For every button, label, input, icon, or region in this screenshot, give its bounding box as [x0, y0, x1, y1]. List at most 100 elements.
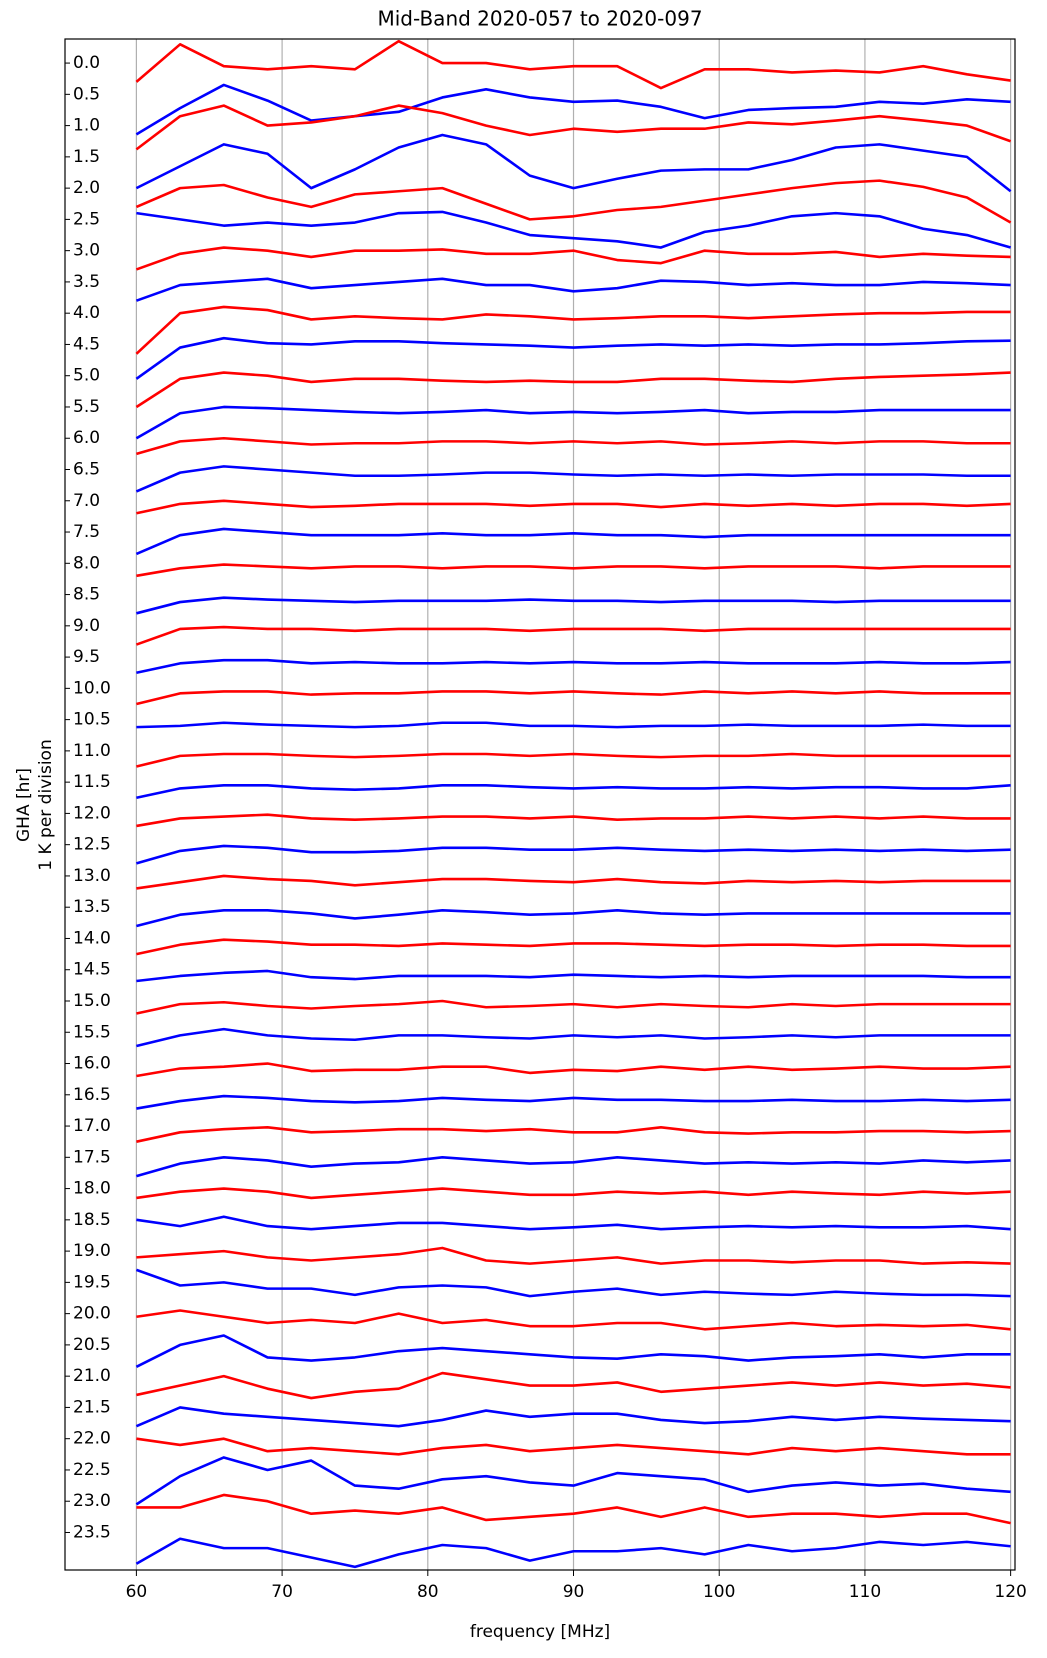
series-line — [136, 1437, 1011, 1456]
y-tick-label: 13.5 — [73, 897, 111, 917]
series-line — [136, 721, 1011, 729]
series-line — [136, 813, 1011, 828]
y-tick-label: 5.0 — [73, 366, 100, 386]
y-tick-label: 8.5 — [73, 585, 100, 605]
x-tick-label: 110 — [849, 1582, 881, 1602]
y-tick-label: 23.0 — [73, 1491, 111, 1511]
y-tick-label: 23.5 — [73, 1522, 111, 1542]
series-line — [135, 336, 1011, 380]
series-line — [136, 1094, 1011, 1110]
y-tick-label: 8.0 — [73, 553, 100, 573]
series-line — [135, 1456, 1011, 1506]
series-line — [136, 1156, 1011, 1178]
y-tick-label: 7.5 — [73, 522, 100, 542]
y-tick-label: 3.5 — [73, 272, 100, 292]
series-line — [136, 874, 1011, 890]
series-line — [135, 104, 1012, 151]
series-line — [136, 596, 1011, 615]
y-tick-label: 22.0 — [73, 1429, 111, 1449]
y-tick-label: 4.0 — [73, 303, 100, 323]
y-tick-label: 11.0 — [73, 741, 111, 761]
series-line — [135, 405, 1011, 440]
y-tick-label: 20.5 — [73, 1335, 111, 1355]
x-tick-label: 80 — [417, 1582, 439, 1602]
series-line — [135, 305, 1011, 355]
y-tick-label: 2.0 — [73, 178, 100, 198]
y-tick-label: 2.5 — [73, 209, 100, 229]
grid — [135, 39, 1012, 1570]
series-line — [135, 465, 1011, 493]
series-line — [136, 210, 1011, 249]
y-tick-label: 19.5 — [73, 1272, 111, 1292]
y-tick-label: 18.0 — [73, 1179, 111, 1199]
y-tick-label: 14.0 — [73, 928, 111, 948]
series-line — [135, 133, 1012, 193]
x-axis-label: frequency [MHz] — [470, 1622, 610, 1642]
series-line — [136, 1027, 1011, 1048]
y-tick-label: 1.0 — [73, 116, 100, 136]
series-line — [135, 1334, 1011, 1368]
series-line — [136, 1493, 1011, 1525]
y-tick-label: 4.5 — [73, 334, 100, 354]
series-line — [136, 1371, 1011, 1400]
series-line — [135, 1537, 1011, 1569]
series-line — [135, 83, 1011, 136]
series-line — [136, 1246, 1011, 1265]
y-tick-label: 17.5 — [73, 1147, 111, 1167]
series-line — [136, 969, 1011, 983]
y-tick-label: 12.5 — [73, 835, 111, 855]
y-tick-label: 12.0 — [73, 803, 111, 823]
series-line — [136, 658, 1011, 674]
series-line — [136, 999, 1011, 1015]
series-line — [135, 625, 1011, 646]
series-line — [135, 527, 1011, 556]
series-line — [136, 938, 1011, 956]
series-line — [136, 909, 1011, 928]
series-line — [136, 690, 1011, 706]
series-line — [135, 179, 1012, 224]
y-tick-label: 21.0 — [73, 1366, 111, 1386]
y-tick-label: 7.0 — [73, 491, 100, 511]
x-tick-label: 100 — [703, 1582, 735, 1602]
y-tick-label: 9.5 — [73, 647, 100, 667]
y-tick-label: 3.0 — [73, 241, 100, 261]
y-axis-label: 1 K per division — [36, 739, 56, 870]
series-line — [135, 277, 1011, 302]
series-line — [136, 1309, 1011, 1331]
y-tick-label: 9.0 — [73, 616, 100, 636]
y-tick-label: 10.0 — [73, 678, 111, 698]
x-tick-label: 120 — [994, 1582, 1026, 1602]
y-tick-label: 15.5 — [73, 1022, 111, 1042]
plot-frame — [64, 38, 1016, 1571]
series-line — [136, 436, 1011, 456]
series-line — [135, 1406, 1011, 1428]
series-line — [136, 752, 1011, 768]
y-tick-label: 16.0 — [73, 1054, 111, 1074]
y-tick-label: 20.0 — [73, 1304, 111, 1324]
y-tick-label: 19.0 — [73, 1241, 111, 1261]
series-line — [136, 1187, 1011, 1200]
y-tick-label: 16.5 — [73, 1085, 111, 1105]
y-tick-label: 22.5 — [73, 1460, 111, 1480]
y-tick-label: 6.0 — [73, 428, 100, 448]
series-line — [136, 783, 1011, 800]
y-tick-label: 0.5 — [73, 84, 100, 104]
series-line — [136, 1215, 1011, 1231]
y-tick-label: 13.0 — [73, 866, 111, 886]
y-axis-label: GHA [hr] — [14, 768, 34, 842]
y-tick-label: 15.0 — [73, 991, 111, 1011]
series-line — [135, 371, 1011, 409]
y-tick-label: 0.0 — [73, 53, 100, 73]
y-tick-label: 14.5 — [73, 960, 111, 980]
series-line — [135, 246, 1011, 271]
y-tick-label: 17.0 — [73, 1116, 111, 1136]
series-line — [135, 1268, 1011, 1298]
chart-title: Mid-Band 2020-057 to 2020-097 — [377, 7, 702, 31]
plot-lines — [135, 39, 1012, 1569]
y-tick-label: 18.5 — [73, 1210, 111, 1230]
y-tick-label: 11.5 — [73, 772, 111, 792]
series-line — [136, 1126, 1011, 1143]
y-tick-label: 5.5 — [73, 397, 100, 417]
